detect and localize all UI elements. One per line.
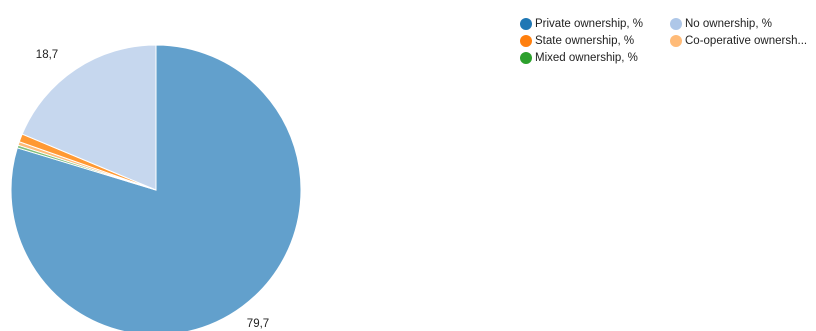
pie-data-labels: 79,7 18,7 bbox=[36, 49, 269, 330]
legend-label: Mixed ownership, % bbox=[535, 52, 638, 64]
legend-label: Co-operative ownersh... bbox=[685, 35, 808, 47]
legend-row: State ownership, % Co-operative ownersh.… bbox=[520, 33, 816, 49]
legend-item-no-ownership[interactable]: No ownership, % bbox=[670, 18, 810, 30]
legend-item-mixed-ownership[interactable]: Mixed ownership, % bbox=[520, 52, 670, 64]
legend-label: Private ownership, % bbox=[535, 18, 644, 30]
chart-legend: Private ownership, % No ownership, % Sta… bbox=[520, 16, 816, 67]
legend-swatch bbox=[670, 35, 682, 47]
legend-swatch bbox=[520, 35, 532, 47]
legend-item-state-ownership[interactable]: State ownership, % bbox=[520, 35, 670, 47]
slice-data-label: 79,7 bbox=[247, 318, 269, 330]
legend-item-co-operative-ownership[interactable]: Co-operative ownersh... bbox=[670, 35, 810, 47]
legend-row: Mixed ownership, % bbox=[520, 50, 816, 66]
pie-slice[interactable] bbox=[21, 44, 157, 191]
legend-swatch bbox=[520, 18, 532, 30]
legend-swatch bbox=[520, 52, 532, 64]
pie-slices bbox=[10, 44, 302, 331]
legend-swatch bbox=[670, 18, 682, 30]
legend-item-private-ownership[interactable]: Private ownership, % bbox=[520, 18, 670, 30]
legend-label: State ownership, % bbox=[535, 35, 635, 47]
legend-row: Private ownership, % No ownership, % bbox=[520, 16, 816, 32]
slice-data-label: 18,7 bbox=[36, 49, 58, 61]
legend-label: No ownership, % bbox=[685, 18, 772, 30]
